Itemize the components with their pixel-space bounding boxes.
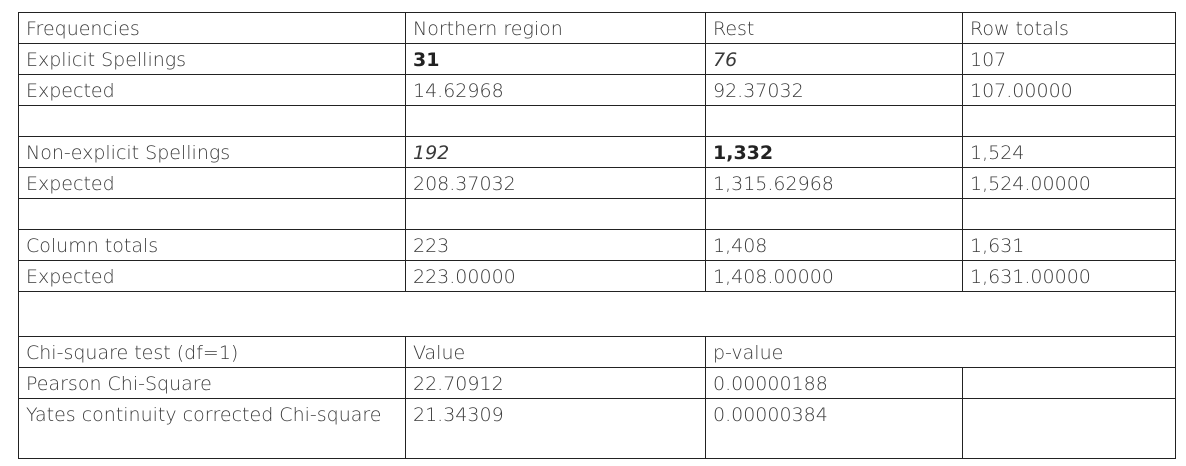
cell: Rest bbox=[705, 12, 963, 44]
cell: 92.37032 bbox=[705, 74, 963, 106]
blank-row bbox=[18, 105, 1176, 137]
cell: 107 bbox=[962, 43, 1176, 75]
cell: 223.00000 bbox=[405, 260, 706, 292]
cell: Row totals bbox=[962, 12, 1176, 44]
row: Yates continuity corrected Chi-square 21… bbox=[18, 398, 1176, 459]
cell: 1,408.00000 bbox=[705, 260, 963, 292]
cell: 14.62968 bbox=[405, 74, 706, 106]
cell: Non-explicit Spellings bbox=[18, 136, 406, 168]
cell bbox=[962, 105, 1176, 137]
cell bbox=[962, 367, 1176, 399]
cell: Northern region bbox=[405, 12, 706, 44]
cell: 1,631.00000 bbox=[962, 260, 1176, 292]
cell: Expected bbox=[18, 74, 406, 106]
cell: 31 bbox=[405, 43, 706, 75]
cell bbox=[962, 198, 1176, 230]
row: Expected 223.00000 1,408.00000 1,631.000… bbox=[18, 260, 1176, 292]
cell: 107.00000 bbox=[962, 74, 1176, 106]
row: Non-explicit Spellings 192 1,332 1,524 bbox=[18, 136, 1176, 168]
row: Explicit Spellings 31 76 107 bbox=[18, 43, 1176, 75]
cell: 223 bbox=[405, 229, 706, 261]
cell bbox=[18, 198, 406, 230]
cell bbox=[18, 291, 1176, 337]
blank-row bbox=[18, 291, 1176, 337]
cell: Explicit Spellings bbox=[18, 43, 406, 75]
cell bbox=[405, 198, 706, 230]
cell: Chi-square test (df=1) bbox=[18, 336, 406, 368]
row: Column totals 223 1,408 1,631 bbox=[18, 229, 1176, 261]
frequency-table: Frequencies Northern region Rest Row tot… bbox=[18, 12, 1176, 459]
cell bbox=[18, 105, 406, 137]
cell: 1,631 bbox=[962, 229, 1176, 261]
cell: 192 bbox=[405, 136, 706, 168]
cell: 76 bbox=[705, 43, 963, 75]
cell: 0.00000188 bbox=[705, 367, 963, 399]
cell: Frequencies bbox=[18, 12, 406, 44]
cell: 208.37032 bbox=[405, 167, 706, 199]
cell: 1,315.62968 bbox=[705, 167, 963, 199]
cell: Expected bbox=[18, 260, 406, 292]
cell bbox=[405, 105, 706, 137]
header-row: Frequencies Northern region Rest Row tot… bbox=[18, 12, 1176, 44]
cell: 0.00000384 bbox=[705, 398, 963, 459]
cell: Expected bbox=[18, 167, 406, 199]
cell: p-value bbox=[705, 336, 1176, 368]
cell bbox=[962, 398, 1176, 459]
cell: 1,524 bbox=[962, 136, 1176, 168]
cell: 22.70912 bbox=[405, 367, 706, 399]
cell: 1,524.00000 bbox=[962, 167, 1176, 199]
cell: Yates continuity corrected Chi-square bbox=[18, 398, 406, 459]
cell: Column totals bbox=[18, 229, 406, 261]
test-header-row: Chi-square test (df=1) Value p-value bbox=[18, 336, 1176, 368]
blank-row bbox=[18, 198, 1176, 230]
row: Expected 208.37032 1,315.62968 1,524.000… bbox=[18, 167, 1176, 199]
cell bbox=[705, 198, 963, 230]
cell: Value bbox=[405, 336, 706, 368]
row: Pearson Chi-Square 22.70912 0.00000188 bbox=[18, 367, 1176, 399]
cell: 1,408 bbox=[705, 229, 963, 261]
cell bbox=[705, 105, 963, 137]
cell: Pearson Chi-Square bbox=[18, 367, 406, 399]
row: Expected 14.62968 92.37032 107.00000 bbox=[18, 74, 1176, 106]
cell: 21.34309 bbox=[405, 398, 706, 459]
cell: 1,332 bbox=[705, 136, 963, 168]
